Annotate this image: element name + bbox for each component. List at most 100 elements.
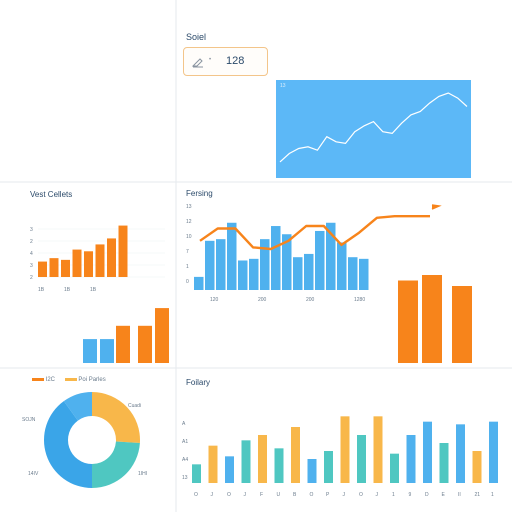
- y-tick-label: 3: [30, 263, 33, 269]
- bar: [249, 258, 259, 290]
- x-tick-label: D: [425, 492, 429, 498]
- x-tick-label: U: [277, 492, 281, 498]
- bar: [205, 240, 215, 290]
- small-bar-chart: [83, 308, 169, 363]
- y-tick-label: 2: [30, 275, 33, 281]
- trend-line: [199, 215, 430, 251]
- bar: [489, 421, 498, 483]
- y-tick-label: A4: [182, 457, 188, 463]
- donut-chart: Cuadi 1IHI SOJN 14IV: [22, 392, 147, 488]
- y-tick-label: 13: [182, 475, 188, 481]
- bar: [155, 308, 169, 363]
- bar: [208, 445, 218, 483]
- bar: [282, 234, 292, 290]
- bar: [406, 435, 416, 483]
- bar: [315, 230, 325, 290]
- separator-dot: •: [209, 57, 212, 63]
- x-tick-label: 1: [491, 492, 494, 498]
- bar: [359, 258, 369, 290]
- panel-title-fersing: Fersing: [186, 189, 213, 198]
- y-tick-label: A1: [182, 439, 188, 445]
- y-tick-label: 10: [186, 234, 192, 240]
- edit-icon[interactable]: [191, 55, 204, 73]
- bar: [307, 459, 317, 483]
- x-tick-label: 1280: [354, 297, 365, 303]
- x-tick-label: 200: [258, 297, 267, 303]
- x-tick-label: P: [326, 492, 330, 498]
- x-tick-label: J: [244, 492, 247, 498]
- x-tick-label: 21: [475, 492, 481, 498]
- arrow-head: [431, 204, 442, 210]
- search-field[interactable]: • 128: [183, 47, 268, 76]
- trend-panel: 13: [276, 80, 471, 178]
- y-tick-label: 3: [30, 227, 33, 233]
- bar: [324, 451, 333, 483]
- x-tick-label: 9: [409, 492, 412, 498]
- x-tick-label: II: [458, 492, 461, 498]
- vest-cellets-chart: 2 3 4 2 3 1B 1B 1B: [30, 225, 165, 293]
- legend-label-1: I2C: [45, 377, 56, 383]
- search-label: Soiel: [186, 32, 207, 42]
- y-tick-label: 7: [186, 249, 189, 255]
- bar: [49, 258, 59, 277]
- panel-title-foilary: Foilary: [186, 378, 211, 387]
- bar: [357, 435, 366, 483]
- bar: [138, 325, 152, 363]
- donut-slice: [92, 392, 140, 444]
- x-tick-label: 1B: [90, 287, 97, 293]
- bar: [227, 222, 237, 290]
- bar: [38, 261, 47, 277]
- bar: [258, 435, 267, 483]
- panel-title-vest-cellets: Vest Cellets: [30, 190, 73, 199]
- x-tick-label: B: [293, 492, 297, 498]
- bar: [423, 421, 432, 483]
- bar: [304, 253, 314, 290]
- bar: [192, 464, 201, 483]
- legend-swatch-2: [64, 377, 77, 381]
- search-value[interactable]: 128: [226, 55, 245, 67]
- y-tick-label: 2: [30, 239, 33, 245]
- bar: [84, 251, 93, 277]
- y-tick-label: 4: [30, 251, 33, 257]
- donut-slice: [63, 392, 92, 421]
- x-tick-label: J: [376, 492, 379, 498]
- x-tick-label: O: [359, 492, 363, 498]
- right-bar-chart: [398, 275, 472, 363]
- bar: [95, 244, 105, 277]
- x-tick-label: 1: [392, 492, 395, 498]
- bar: [241, 440, 251, 483]
- y-tick-label: A: [182, 421, 186, 427]
- bar: [398, 280, 418, 363]
- y-tick-label: 13: [186, 204, 192, 210]
- bar: [118, 225, 128, 277]
- x-tick-label: O: [310, 492, 314, 498]
- x-tick-label: 200: [306, 297, 315, 303]
- bar: [271, 226, 281, 290]
- slice-label: Cuadi: [128, 403, 141, 409]
- bar: [194, 276, 204, 290]
- bar: [422, 275, 442, 363]
- bar: [260, 239, 270, 290]
- x-tick-label: O: [227, 492, 231, 498]
- legend-swatch-1: [32, 377, 44, 381]
- bar: [340, 416, 350, 483]
- bar: [216, 239, 226, 290]
- bar: [107, 238, 116, 277]
- trend-tick-label: 13: [280, 83, 286, 89]
- bar: [291, 427, 300, 483]
- donut-slice: [43, 401, 92, 488]
- y-tick-label: 12: [186, 219, 192, 225]
- bar: [456, 424, 465, 483]
- bar: [274, 448, 284, 483]
- x-tick-label: J: [211, 492, 214, 498]
- slice-label: 1IHI: [138, 471, 147, 477]
- bar: [373, 416, 383, 483]
- bar: [116, 325, 130, 363]
- bar: [337, 242, 347, 290]
- x-tick-label: 1B: [64, 287, 71, 293]
- bar: [238, 260, 248, 290]
- donut-slice: [92, 441, 140, 488]
- bar: [100, 339, 114, 363]
